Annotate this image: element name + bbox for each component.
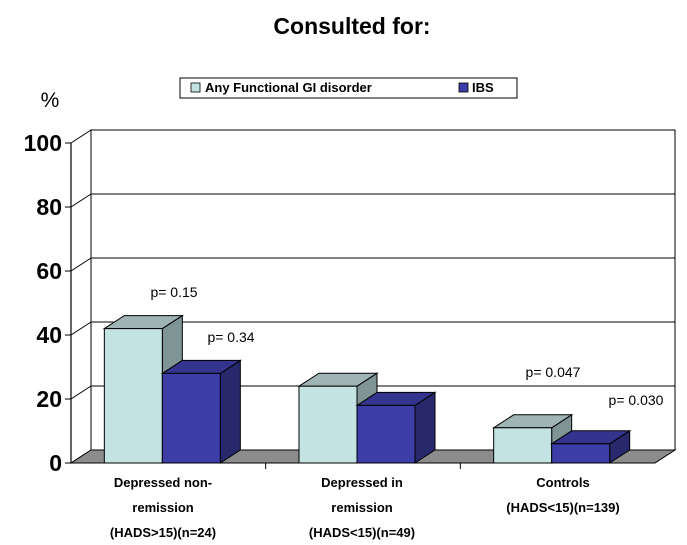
category-label: (HADS<15)(n=49) — [309, 525, 415, 540]
category-label: Depressed non- — [114, 475, 212, 490]
bar-ibs — [551, 443, 611, 464]
y-tick-label: 0 — [49, 450, 62, 476]
category-label: (HADS<15)(n=139) — [506, 500, 619, 515]
p-value-annotation: p= 0.34 — [207, 329, 254, 345]
side-wall — [70, 129, 92, 464]
bar-any-functional-gi — [298, 385, 358, 464]
legend-label-any-functional-gi: Any Functional GI disorder — [205, 80, 372, 95]
bar-ibs — [161, 372, 221, 464]
category-label: remission — [132, 500, 193, 515]
p-value-annotation: p= 0.15 — [150, 284, 197, 300]
category-label: remission — [331, 500, 392, 515]
gridline-side — [70, 385, 92, 400]
category-label: Depressed in — [321, 475, 403, 490]
bar-ibs — [356, 404, 416, 464]
gridline-side — [70, 257, 92, 272]
bar-any-functional-gi — [103, 328, 163, 464]
p-value-annotation: p= 0.030 — [609, 392, 664, 408]
y-tick-label: 60 — [36, 258, 62, 284]
y-axis-unit: % — [41, 89, 60, 112]
y-tick-label: 100 — [24, 130, 62, 156]
bar-side-ibs — [219, 359, 241, 464]
legend-box — [179, 77, 518, 99]
bar-any-functional-gi — [493, 427, 553, 464]
category-label: Controls — [536, 475, 589, 490]
plot-area: 0 20 40 60 80 100 p= 0.15 p= 0.34 p= 0.047 p= 0.0… — [24, 129, 677, 540]
legend-swatch-any-functional-gi — [190, 82, 201, 93]
y-tick-label: 80 — [36, 194, 62, 220]
legend-label-ibs: IBS — [472, 80, 494, 95]
p-value-annotation: p= 0.047 — [526, 364, 581, 380]
category-label: (HADS>15)(n=24) — [110, 525, 216, 540]
y-tick-label: 40 — [36, 322, 62, 348]
chart-title: Consulted for: — [273, 13, 430, 39]
y-tick-label: 20 — [36, 386, 62, 412]
gridline-side — [70, 321, 92, 336]
legend-swatch-ibs — [458, 82, 469, 93]
legend: Any Functional GI disorder IBS — [179, 77, 518, 99]
gridline-side — [70, 193, 92, 208]
